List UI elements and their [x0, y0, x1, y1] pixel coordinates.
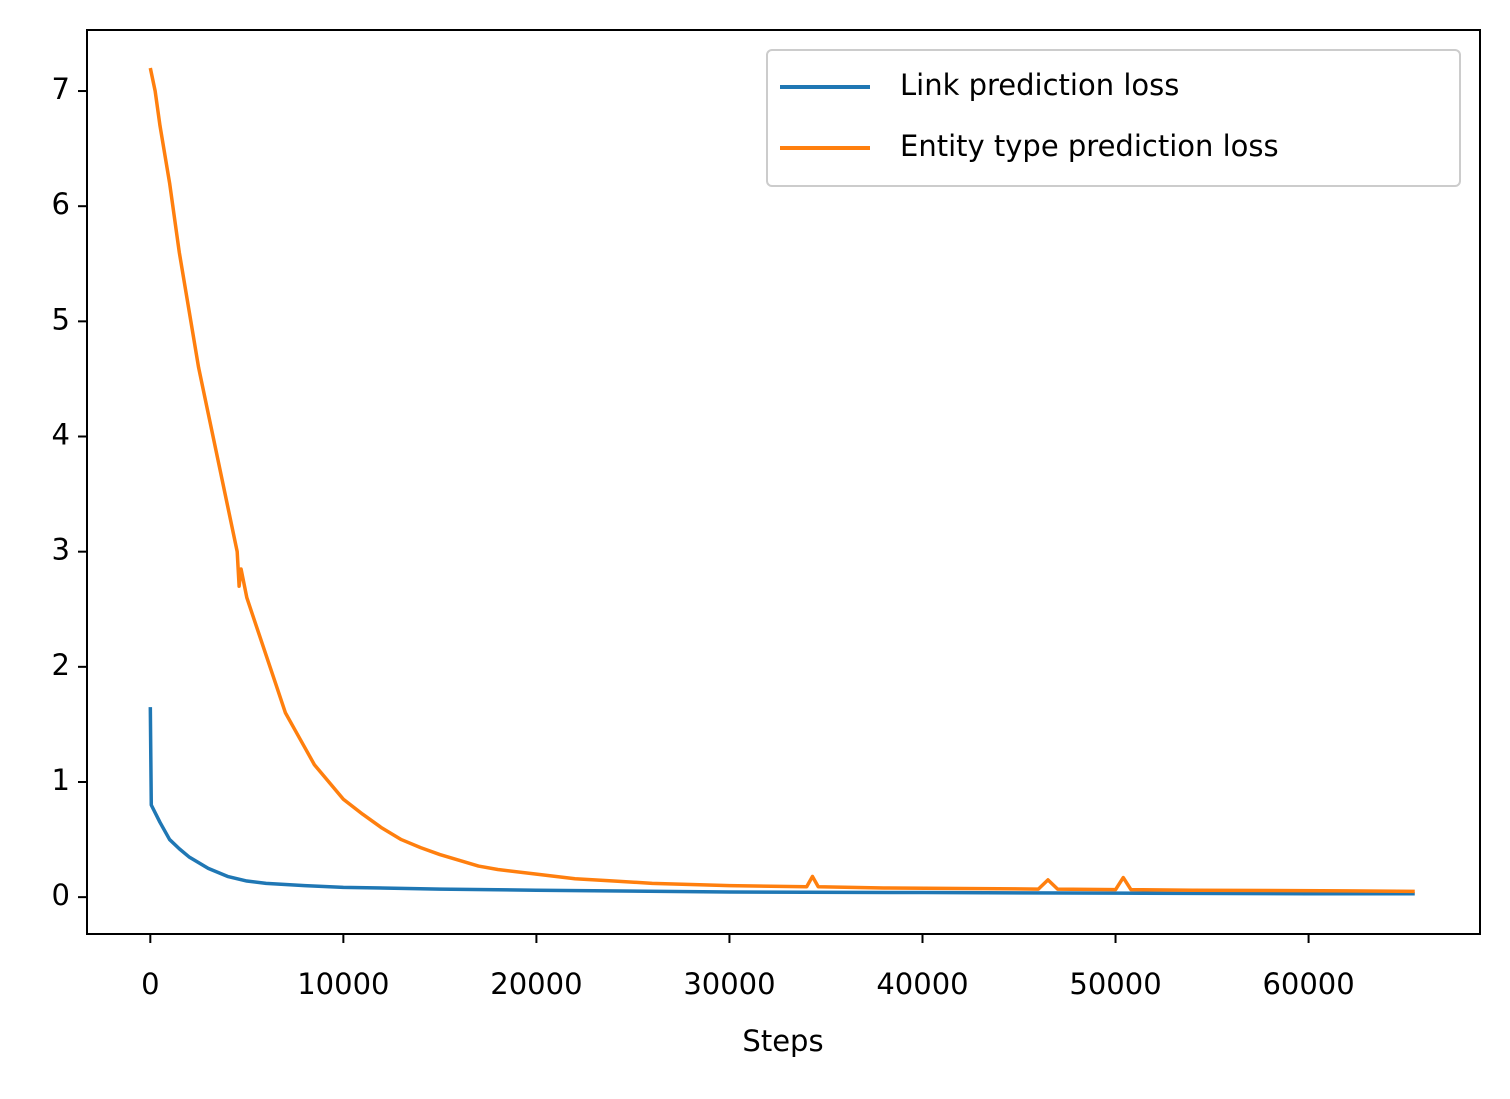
- x-axis-label: Steps: [742, 1024, 823, 1058]
- legend-label: Entity type prediction loss: [900, 129, 1279, 163]
- x-tick-label: 30000: [683, 967, 775, 1001]
- y-tick-label: 7: [52, 72, 70, 106]
- x-tick-label: 20000: [490, 967, 582, 1001]
- axes-frame: [86, 29, 1481, 935]
- x-tick-label: 60000: [1262, 967, 1354, 1001]
- y-tick-label: 2: [52, 648, 70, 682]
- legend-label: Link prediction loss: [900, 68, 1179, 102]
- y-tick-label: 1: [52, 763, 70, 797]
- y-tick-label: 3: [52, 533, 70, 567]
- legend-box: [766, 49, 1461, 187]
- x-tick-label: 40000: [876, 967, 968, 1001]
- data-line: [148, 707, 1415, 896]
- x-tick-label: 0: [141, 967, 159, 1001]
- legend: Link prediction loss Entity type predicti…: [766, 49, 1461, 187]
- x-tick-label: 50000: [1069, 967, 1161, 1001]
- y-tick-label: 0: [52, 878, 70, 912]
- x-tick-label: 10000: [297, 967, 389, 1001]
- y-tick-label: 6: [52, 187, 70, 221]
- data-line: [148, 67, 1415, 894]
- y-tick-label: 5: [52, 302, 70, 336]
- y-tick-label: 4: [52, 418, 70, 452]
